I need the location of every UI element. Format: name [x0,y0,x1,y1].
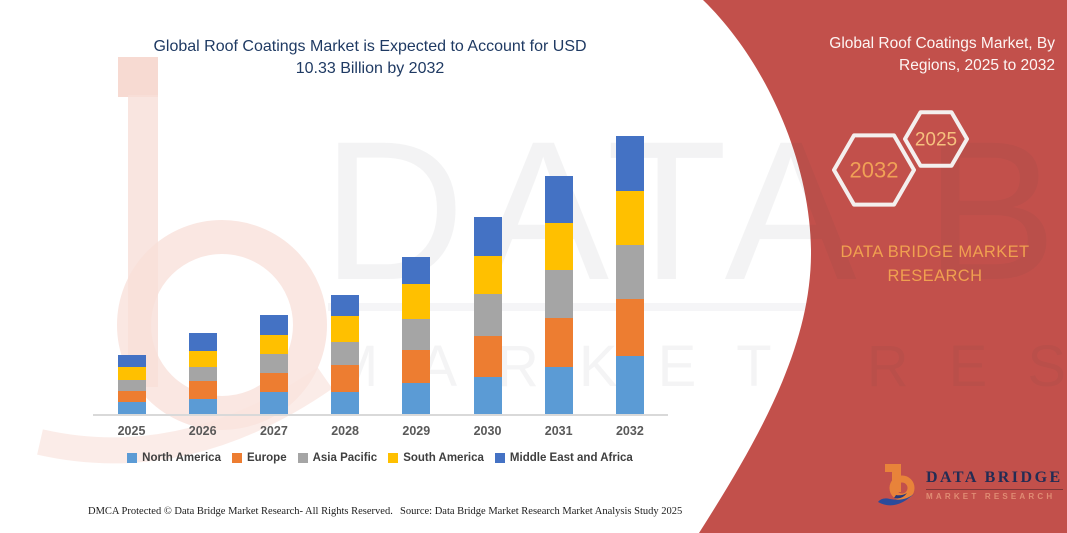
segment-middle-east-and-africa [402,256,431,285]
segment-north-america [259,391,288,415]
bar-2029 [402,256,431,415]
bar-2027 [259,315,288,415]
segment-asia-pacific [402,319,431,351]
segment-middle-east-and-africa [331,294,360,316]
brand-text: DATA BRIDGE MARKET RESEARCH [808,240,1062,288]
segment-europe [473,335,502,377]
segment-north-america [473,376,502,415]
bar-2026 [188,333,217,415]
chart-title: Global Roof Coatings Market is Expected … [60,36,680,80]
bar-2032 [615,136,644,415]
segment-south-america [615,191,644,245]
legend-label: Asia Pacific [312,452,378,464]
legend-item-north-america: North America [127,452,221,464]
legend-label: Middle East and Africa [509,452,633,464]
x-axis-label-2031: 2031 [544,424,573,438]
segment-middle-east-and-africa [473,216,502,256]
legend-swatch-south-america [388,453,399,463]
side-panel-title: Global Roof Coatings Market, By Regions,… [755,33,1055,77]
dbmr-b-watermark [37,57,333,464]
bar-2031 [544,175,573,415]
legend-label: Europe [246,452,287,464]
bar-2025 [117,354,146,415]
segment-south-america [259,335,288,355]
side-panel-title-line1: Global Roof Coatings Market, By [829,35,1055,52]
x-axis-label-2028: 2028 [331,424,359,438]
segment-south-america [188,351,217,367]
segment-asia-pacific [544,270,573,319]
segment-asia-pacific [473,294,502,336]
logo-wordmark: DATA BRIDGE [926,469,1063,486]
bar-2030 [473,216,502,415]
chart-title-line1: Global Roof Coatings Market is Expected … [153,38,587,55]
segment-south-america [331,315,360,343]
legend-item-europe: Europe [231,452,287,464]
segment-middle-east-and-africa [544,175,573,224]
hexagon-2025 [903,110,969,168]
segment-asia-pacific [331,342,360,366]
legend-label: South America [403,452,484,464]
x-axis-label-2025: 2025 [117,424,146,438]
brand-text-line2: RESEARCH [887,267,983,285]
x-axis-label-2027: 2027 [259,424,288,438]
legend-swatch-north-america [127,453,138,463]
segment-asia-pacific [188,366,217,382]
segment-europe [259,373,288,392]
segment-europe [331,365,360,393]
legend: North America Europe Asia Pacific South Ame… [80,452,680,464]
hexagon-badges: 2025 2032 [832,110,969,207]
legend-item-asia-pacific: Asia Pacific [297,452,378,464]
segment-europe [188,381,217,400]
x-axis-label-2026: 2026 [188,424,217,438]
segment-middle-east-and-africa [188,333,217,352]
segment-north-america [615,356,644,415]
segment-north-america [402,382,431,415]
segment-south-america [473,255,502,295]
logo-tagline: MARKET RESEARCH [926,492,1056,501]
legend-item-middle-east-and-africa: Middle East and Africa [494,452,633,464]
segment-europe [615,298,644,357]
source-text: Source: Data Bridge Market Research Mark… [400,506,683,517]
segment-north-america [188,399,217,415]
segment-asia-pacific [615,244,644,299]
logo-divider [926,489,1063,490]
data-bridge-logo: DATA BRIDGE MARKET RESEARCH [876,460,1063,512]
hexagon-2032 [832,133,916,207]
segment-north-america [544,366,573,415]
logo-b-icon [878,464,916,506]
segment-middle-east-and-africa [117,354,146,368]
legend-swatch-europe [231,453,242,463]
segment-middle-east-and-africa [615,136,644,192]
x-axis-label-2029: 2029 [402,424,431,438]
x-axis-label-2032: 2032 [615,424,644,438]
segment-south-america [544,223,573,271]
watermark-underline [328,303,1058,311]
x-axis-line [93,414,668,416]
legend-item-south-america: South America [388,452,484,464]
segment-europe [402,350,431,383]
hexagon-2032-label: 2032 [850,158,899,183]
segment-asia-pacific [259,354,288,374]
legend-label: North America [142,452,221,464]
segment-north-america [331,392,360,415]
copyright-text: DMCA Protected © Data Bridge Market Rese… [88,506,393,517]
legend-swatch-middle-east-and-africa [494,453,505,463]
segment-middle-east-and-africa [259,315,288,336]
segment-north-america [117,402,146,415]
segment-south-america [402,284,431,320]
brand-text-line1: DATA BRIDGE MARKET [840,243,1030,261]
legend-swatch-asia-pacific [297,453,308,463]
segment-south-america [117,367,146,380]
segment-asia-pacific [117,379,146,391]
segment-europe [544,318,573,367]
x-axis-label-2030: 2030 [473,424,502,438]
bar-2028 [331,294,360,415]
segment-europe [117,390,146,403]
chart-title-line2: 10.33 Billion by 2032 [295,60,445,77]
side-panel-title-line2: Regions, 2025 to 2032 [899,57,1055,74]
hexagon-2025-label: 2025 [915,130,957,151]
